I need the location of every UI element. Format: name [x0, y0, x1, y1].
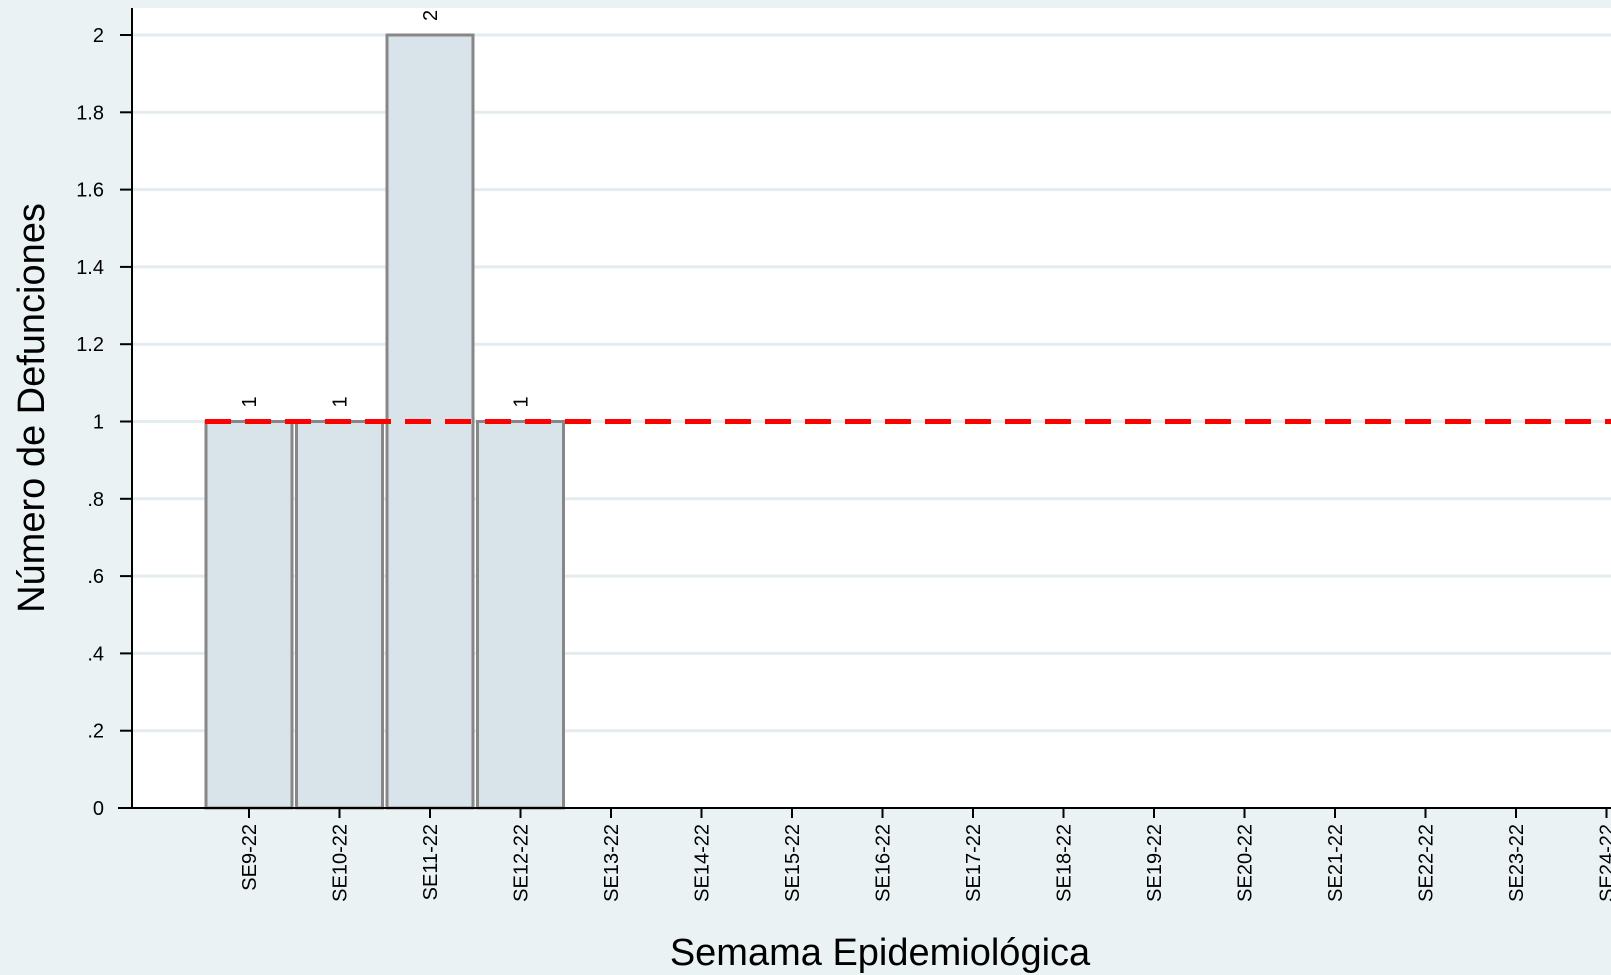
x-tick-label: SE14-22	[692, 824, 714, 902]
y-tick-label: 1.6	[76, 180, 104, 202]
y-tick-label: 1	[93, 412, 104, 434]
bar-data-label: 1	[330, 396, 352, 407]
bar-data-label: 1	[511, 396, 533, 407]
y-tick-label: 2	[93, 25, 104, 47]
bar-se10-22	[295, 420, 384, 810]
x-tick-label: SE9-22	[239, 824, 261, 891]
y-tick-label: 1.4	[76, 257, 104, 279]
x-tick-label: SE24-22	[1597, 824, 1611, 902]
y-tick-label: 1.8	[76, 102, 104, 124]
y-tick-label: .6	[87, 566, 104, 588]
y-tick-label: .4	[87, 643, 104, 665]
bar-data-label: 1	[239, 396, 261, 407]
x-tick-label: SE13-22	[601, 824, 623, 902]
x-tick-label: SE23-22	[1506, 824, 1528, 902]
x-tick-label: SE10-22	[330, 824, 352, 902]
y-tick-label: .8	[87, 489, 104, 511]
y-tick-label: 0	[93, 798, 104, 820]
x-tick-label: SE16-22	[873, 824, 895, 902]
y-axis-title: Número de Defunciones	[11, 203, 53, 613]
x-tick-label: SE12-22	[511, 824, 533, 902]
x-tick-label: SE20-22	[1235, 824, 1257, 902]
x-tick-label: SE19-22	[1144, 824, 1166, 902]
bar-data-label: 2	[420, 10, 442, 21]
bar-se12-22	[476, 420, 565, 810]
x-tick-label: SE18-22	[1054, 824, 1076, 902]
labels: 0 .2 .4 .6 .8 1 1.2 1.4 1.6 1.8 2 SE9-22 SE10-22 SE11…	[76, 10, 1611, 902]
axes	[118, 8, 1611, 818]
x-tick-label: SE21-22	[1325, 824, 1347, 902]
x-tick-label: SE11-22	[420, 824, 442, 900]
y-tick-label: 1.2	[76, 334, 104, 356]
x-tick-label: SE17-22	[963, 824, 985, 902]
bar-se9-22	[204, 420, 294, 810]
x-tick-label: SE22-22	[1416, 824, 1438, 902]
x-tick-label: SE15-22	[782, 824, 804, 902]
y-tick-label: .2	[87, 721, 104, 743]
x-axis-title: Semama Epidemiológica	[670, 932, 1091, 974]
